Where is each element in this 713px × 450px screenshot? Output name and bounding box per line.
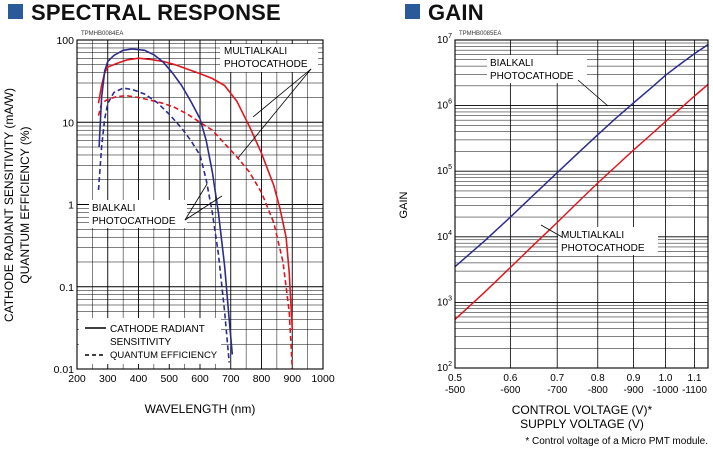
gain-multialkali-label-box [558,227,658,255]
gain-bialkali-label-line1: BIALKALI [490,58,533,69]
spectral-response-heading: SPECTRAL RESPONSE [8,0,281,26]
bialkali-label-box [89,200,187,228]
spectral-y-axis-label-line2: QUANTUM EFFICIENCY (%) [18,126,32,283]
spectral-x-tick-label: 400 [130,373,148,385]
spectral-y-tick-label: 1 [68,200,74,212]
heading-square-icon [8,4,23,19]
gain-id-code: TPMHB0085EA [459,31,501,37]
gain-x-tick-labels: 0.5-5000.6-6000.7-7000.8-8000.9-9001.0-1… [445,373,707,396]
gain-series-line-1 [454,83,709,320]
spectral-x-tick-label: 700 [222,373,240,385]
gain-x-tick-label-supply: -600 [500,385,520,396]
gain-y-tick-label: 105 [437,164,452,177]
gain-multialkali-pointer [540,224,563,238]
gain-x-tick-label-control: 1.1 [688,373,702,384]
gain-bialkali-label-line2: PHOTOCATHODE [490,71,574,82]
bialkali-label-line2: PHOTOCATHODE [92,216,176,227]
gain-y-tick-label: 103 [437,295,452,308]
spectral-series-line-3 [97,87,230,363]
spectral-y-tick-labels: 0.01 0.1 1 10 100 [54,35,75,376]
spectral-x-tick-label: 1000 [311,373,335,385]
heading-square-icon [405,4,420,19]
gain-x-tick-label-control: 0.7 [550,373,564,384]
spectral-y-tick-label: 0.01 [54,364,75,376]
gain-x-axis-label-line2: SUPPLY VOLTAGE (V) [520,417,644,431]
gain-x-tick-label-control: 0.6 [503,373,517,384]
gain-chart: 0.5-5000.6-6000.7-7000.8-8000.9-9001.0-1… [398,31,709,447]
gain-series-line-0 [454,43,709,268]
gain-x-tick-label-control: 0.9 [627,373,641,384]
spectral-x-tick-label: 900 [283,373,301,385]
spectral-x-tick-label: 600 [191,373,209,385]
gain-x-tick-label-supply: -700 [547,385,567,396]
legend-solid-label-line2: SENSITIVITY [110,337,171,348]
spectral-y-tick-label: 0.1 [59,282,74,294]
spectral-curves [97,48,294,370]
spectral-series-line-2 [98,48,234,355]
spectral-id-code: TPMHB0084EA [81,31,123,37]
gain-footnote: * Control voltage of a Micro PMT module. [525,436,708,447]
spectral-x-tick-label: 800 [253,373,271,385]
bialkali-label-line1: BIALKALI [92,203,135,214]
legend-dashed-label: QUANTUM EFFICIENCY [110,350,218,361]
multialkali-pointer-solid [252,68,312,118]
gain-curves [454,43,709,320]
spectral-x-tick-label: 500 [160,373,178,385]
multialkali-label-line1: MULTIALKALI [224,46,287,57]
spectral-response-chart: 200 300 400 500 600 700 800 900 1000 0.01 0.1 1 10 1… [2,31,335,416]
multialkali-label-box [220,44,318,72]
gain-x-tick-label-supply: -500 [445,385,465,396]
gain-x-tick-label-control: 0.8 [591,373,605,384]
gain-x-tick-label-supply: -900 [624,385,644,396]
spectral-x-tick-label: 200 [68,373,86,385]
gain-y-tick-label: 106 [437,99,452,112]
gain-plot-frame [454,39,709,369]
gain-bialkali-label-box [487,55,587,83]
gain-multialkali-label-line2: PHOTOCATHODE [561,243,645,254]
spectral-x-tick-labels: 200 300 400 500 600 700 800 900 1000 [68,373,335,385]
spectral-legend [79,318,221,364]
gain-y-tick-label: 107 [437,33,452,46]
spectral-y-axis-label-line1: CATHODE RADIANT SENSITIVITY (mA/W) [2,88,16,322]
spectral-y-tick-label: 100 [56,35,74,47]
multialkali-label-line2: PHOTOCATHODE [224,59,308,70]
gain-x-axis-label-line1: CONTROL VOLTAGE (V)* [512,403,653,417]
gain-x-tick-label-supply: -1100 [682,385,707,396]
gain-y-tick-label: 104 [437,230,452,243]
bialkali-pointer-solid [184,183,208,221]
bialkali-pointer-dashed [184,195,223,221]
spectral-response-title: SPECTRAL RESPONSE [31,0,281,25]
gain-x-tick-label-control: 1.0 [659,373,673,384]
gain-multialkali-label-line1: MULTIALKALI [561,230,624,241]
gain-title: GAIN [428,0,484,25]
spectral-series-line-0 [97,57,294,330]
gain-x-tick-label-supply: -1000 [653,385,679,396]
spectral-x-axis-label: WAVELENGTH (nm) [145,402,256,416]
gain-grid [455,40,708,368]
spectral-x-tick-label: 300 [99,373,117,385]
legend-solid-label-line1: CATHODE RADIANT [110,324,205,335]
multialkali-pointer-dashed [237,68,312,159]
gain-heading: GAIN [405,0,484,26]
gain-x-tick-label-control: 0.5 [448,373,462,384]
gain-bialkali-pointer [577,79,609,107]
spectral-plot-frame [76,39,324,370]
spectral-y-tick-label: 10 [62,117,74,129]
gain-x-tick-label-supply: -800 [588,385,608,396]
gain-y-axis-label: GAIN [398,192,410,219]
